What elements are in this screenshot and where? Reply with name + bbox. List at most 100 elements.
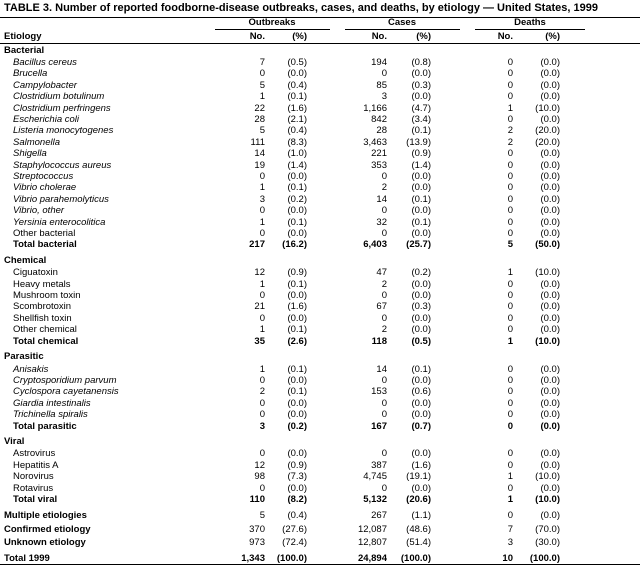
row-label: Brucella	[13, 68, 48, 80]
cell: (0.0)	[411, 482, 431, 494]
cell: 0	[259, 312, 265, 324]
cell: (100.0)	[400, 553, 431, 564]
cell: 1	[259, 363, 265, 375]
row-label: Scombrotoxin	[13, 301, 72, 313]
cell: (0.0)	[411, 374, 431, 386]
cell: (0.0)	[540, 113, 560, 125]
cell: 0	[507, 312, 513, 324]
cell: (0.0)	[540, 397, 560, 409]
row-label: Clostridium perfringens	[13, 102, 111, 114]
cell: (0.0)	[411, 409, 431, 421]
cell: (0.0)	[540, 79, 560, 91]
cell: (0.0)	[287, 482, 307, 494]
group-header: Cases	[388, 16, 416, 28]
cell: (0.0)	[411, 324, 431, 336]
cell: (0.0)	[540, 312, 560, 324]
row-label: Rotavirus	[13, 482, 54, 494]
cell: 0	[507, 205, 513, 217]
cell: (0.0)	[540, 182, 560, 194]
header-rule	[0, 43, 640, 44]
cell: 24,894	[357, 553, 387, 564]
cell: (0.0)	[540, 482, 560, 494]
cell: (0.1)	[287, 91, 307, 103]
cell: 0	[507, 278, 513, 290]
row-label: Shigella	[13, 148, 47, 160]
cell: (0.1)	[411, 125, 431, 137]
cell: 0	[381, 448, 387, 460]
cell: 12	[254, 267, 265, 279]
cell: (0.5)	[411, 335, 431, 347]
cell: 2	[381, 182, 387, 194]
cell: 28	[254, 113, 265, 125]
section-title: Viral	[4, 436, 25, 447]
cell: (0.3)	[411, 301, 431, 313]
cell: (20.6)	[406, 494, 431, 505]
cell: (0.0)	[287, 227, 307, 239]
cell: 0	[259, 397, 265, 409]
cell: (0.0)	[540, 216, 560, 228]
column-header: Etiology	[4, 30, 42, 42]
cell: 0	[507, 148, 513, 160]
cell: 0	[259, 448, 265, 460]
cell: (10.0)	[535, 267, 560, 279]
row-label: Confirmed etiology	[4, 523, 91, 535]
row-label: Hepatitis A	[13, 459, 59, 471]
cell: 2	[507, 125, 513, 137]
cell: (0.0)	[287, 205, 307, 217]
cell: (19.1)	[406, 471, 431, 483]
cell: (0.8)	[411, 56, 431, 68]
cell: 194	[371, 56, 387, 68]
cell: (10.0)	[535, 335, 560, 347]
cell: (0.0)	[540, 56, 560, 68]
cell: (0.0)	[287, 397, 307, 409]
cell: (0.1)	[287, 216, 307, 228]
cell: (27.6)	[282, 523, 307, 535]
cell: (2.1)	[287, 113, 307, 125]
group-rule	[345, 29, 460, 30]
cell: (8.2)	[287, 494, 307, 505]
cell: 0	[507, 56, 513, 68]
cell: (0.0)	[540, 409, 560, 421]
cell: 0	[259, 227, 265, 239]
row-label: Bacillus cereus	[13, 56, 77, 68]
cell: (0.1)	[411, 193, 431, 205]
cell: 5,132	[363, 494, 387, 505]
cell: (72.4)	[282, 537, 307, 548]
cell: (0.0)	[411, 91, 431, 103]
cell: (0.0)	[287, 409, 307, 421]
cell: 47	[376, 267, 387, 279]
cell: (1.4)	[287, 159, 307, 171]
cell: (0.0)	[540, 170, 560, 182]
cell: 973	[249, 537, 265, 548]
cell: 0	[507, 397, 513, 409]
cell: 5	[507, 239, 513, 251]
row-label: Total chemical	[13, 335, 79, 347]
cell: 98	[254, 471, 265, 483]
cell: 22	[254, 102, 265, 114]
cell: (0.0)	[540, 386, 560, 398]
cell: 14	[376, 193, 387, 205]
cell: (0.0)	[411, 397, 431, 409]
cell: 0	[507, 420, 513, 432]
cell: 3	[259, 420, 265, 432]
cell: 167	[371, 420, 387, 432]
cell: (0.2)	[287, 193, 307, 205]
column-header: No.	[249, 30, 265, 42]
cell: (20.0)	[535, 125, 560, 137]
row-label: Clostridium botulinum	[13, 91, 105, 103]
cell: (0.0)	[540, 205, 560, 217]
cell: 842	[371, 113, 387, 125]
cell: 1	[507, 102, 513, 114]
cell: (0.9)	[287, 267, 307, 279]
cell: 2	[381, 324, 387, 336]
cell: 1,166	[363, 102, 387, 114]
cell: (0.0)	[287, 312, 307, 324]
cell: (0.0)	[540, 448, 560, 460]
cell: 14	[376, 363, 387, 375]
row-label: Heavy metals	[13, 278, 71, 290]
row-label: Escherichia coli	[13, 113, 79, 125]
cell: (0.0)	[411, 227, 431, 239]
cell: (13.9)	[406, 136, 431, 148]
cell: (0.5)	[287, 56, 307, 68]
cell: 0	[507, 324, 513, 336]
